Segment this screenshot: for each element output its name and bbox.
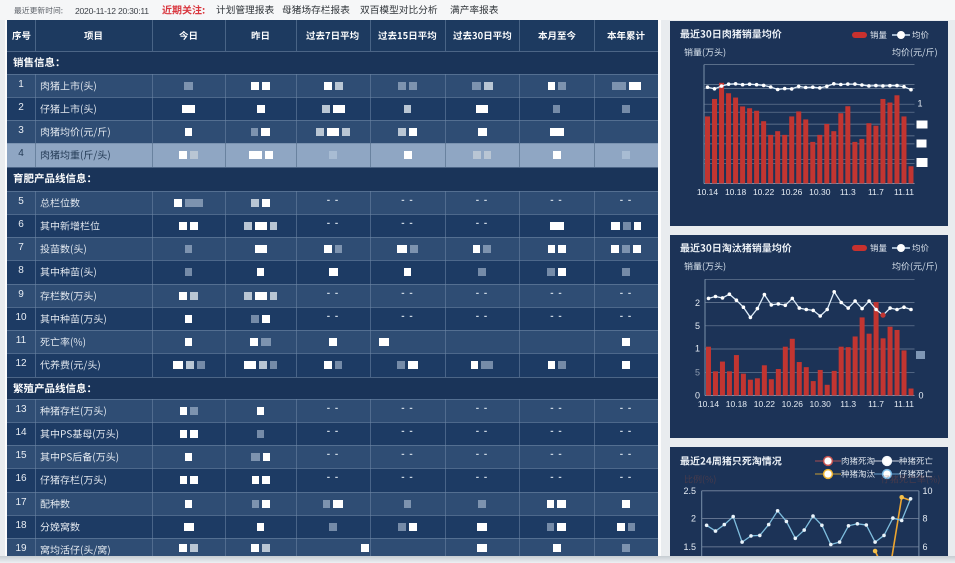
svg-text:10.14: 10.14 (698, 399, 720, 409)
svg-text:10.30: 10.30 (809, 187, 831, 197)
svg-text:11.11: 11.11 (894, 187, 914, 197)
svg-text:0: 0 (919, 391, 924, 401)
svg-text:10.18: 10.18 (726, 399, 748, 409)
svg-text:1: 1 (695, 344, 700, 354)
svg-text:10.30: 10.30 (810, 399, 832, 409)
svg-text:6: 6 (923, 542, 928, 552)
svg-text:5: 5 (695, 368, 700, 378)
svg-text:10.26: 10.26 (782, 399, 804, 409)
svg-text:1: 1 (918, 99, 923, 109)
svg-text:10.22: 10.22 (754, 399, 776, 409)
svg-text:1.5: 1.5 (683, 542, 696, 552)
svg-text:0: 0 (695, 391, 700, 401)
svg-text:11.3: 11.3 (840, 399, 856, 409)
svg-text:8: 8 (923, 514, 928, 524)
svg-text:11.7: 11.7 (868, 399, 884, 409)
svg-text:2: 2 (695, 298, 700, 308)
svg-text:2: 2 (691, 514, 696, 524)
svg-text:10.14: 10.14 (697, 187, 719, 197)
svg-text:2.5: 2.5 (683, 486, 696, 496)
svg-text:11.11: 11.11 (894, 399, 914, 409)
svg-text:10.18: 10.18 (725, 187, 747, 197)
svg-text:11.7: 11.7 (868, 187, 884, 197)
svg-text:10: 10 (923, 486, 933, 496)
svg-text:10.26: 10.26 (781, 187, 803, 197)
svg-text:5: 5 (695, 321, 700, 331)
svg-text:11.3: 11.3 (840, 187, 856, 197)
svg-text:10.22: 10.22 (753, 187, 775, 197)
